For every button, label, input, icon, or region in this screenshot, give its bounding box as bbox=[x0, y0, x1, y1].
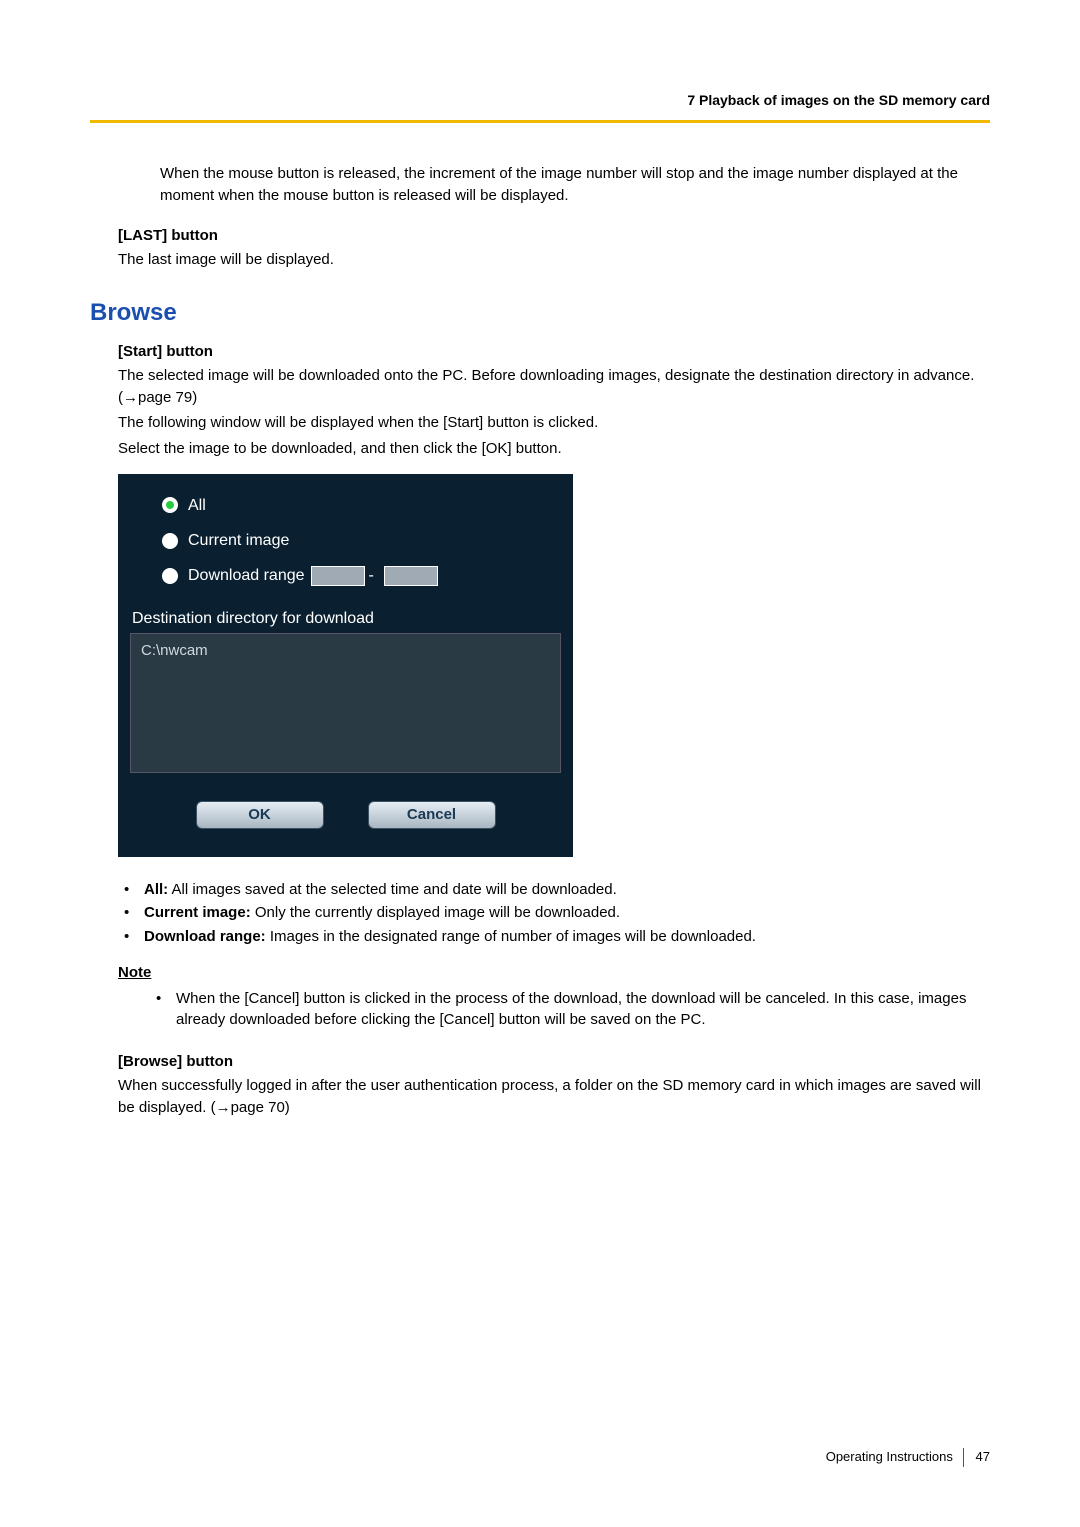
radio-current-label: Current image bbox=[188, 529, 289, 552]
option-all-label: All: bbox=[144, 881, 168, 898]
radio-all-label: All bbox=[188, 494, 206, 517]
option-all-text: All images saved at the selected time an… bbox=[168, 881, 617, 898]
page-footer: Operating Instructions 47 bbox=[826, 1448, 990, 1467]
download-options-list: All: All images saved at the selected ti… bbox=[118, 879, 990, 948]
dialog-button-row: OK Cancel bbox=[118, 773, 573, 857]
intro-paragraph: When the mouse button is released, the i… bbox=[160, 163, 990, 207]
radio-all-icon[interactable] bbox=[162, 497, 178, 513]
option-current: Current image: Only the currently displa… bbox=[118, 902, 990, 924]
browse-arrow: → bbox=[216, 1099, 231, 1116]
radio-row-range[interactable]: Download range - bbox=[118, 558, 573, 593]
range-from-input[interactable] bbox=[311, 566, 365, 586]
ok-button[interactable]: OK bbox=[196, 801, 324, 829]
browse-button-heading: [Browse] button bbox=[118, 1051, 990, 1073]
note-heading: Note bbox=[118, 962, 990, 984]
note-item: When the [Cancel] button is clicked in t… bbox=[150, 988, 990, 1032]
cancel-button[interactable]: Cancel bbox=[368, 801, 496, 829]
note-list: When the [Cancel] button is clicked in t… bbox=[150, 988, 990, 1032]
radio-range-icon[interactable] bbox=[162, 568, 178, 584]
browse-text-b: page 70) bbox=[231, 1099, 290, 1116]
option-range-text: Images in the designated range of number… bbox=[266, 928, 756, 945]
footer-label: Operating Instructions bbox=[826, 1448, 964, 1467]
option-all: All: All images saved at the selected ti… bbox=[118, 879, 990, 901]
radio-current-icon[interactable] bbox=[162, 533, 178, 549]
chapter-header: 7 Playback of images on the SD memory ca… bbox=[90, 90, 990, 123]
range-to-input[interactable] bbox=[384, 566, 438, 586]
start-button-heading: [Start] button bbox=[118, 341, 990, 363]
start-para1-arrow: → bbox=[123, 389, 138, 406]
destination-path-box[interactable]: C:\nwcam bbox=[130, 633, 561, 773]
start-button-para3: Select the image to be downloaded, and t… bbox=[118, 438, 990, 460]
radio-row-current[interactable]: Current image bbox=[118, 523, 573, 558]
last-button-desc: The last image will be displayed. bbox=[118, 249, 990, 271]
option-current-label: Current image: bbox=[144, 904, 251, 921]
range-separator: - bbox=[369, 564, 374, 587]
option-range: Download range: Images in the designated… bbox=[118, 926, 990, 948]
radio-range-label: Download range bbox=[188, 564, 305, 587]
download-dialog: All Current image Download range - Desti… bbox=[118, 474, 573, 857]
browse-button-text: When successfully logged in after the us… bbox=[118, 1075, 990, 1119]
option-current-text: Only the currently displayed image will … bbox=[251, 904, 620, 921]
start-button-para2: The following window will be displayed w… bbox=[118, 412, 990, 434]
start-para1-b: page 79) bbox=[138, 389, 197, 406]
footer-page-number: 47 bbox=[976, 1449, 990, 1464]
browse-section-title: Browse bbox=[90, 296, 990, 331]
radio-row-all[interactable]: All bbox=[118, 488, 573, 523]
start-para1-a: The selected image will be downloaded on… bbox=[118, 367, 974, 406]
option-range-label: Download range: bbox=[144, 928, 266, 945]
destination-label: Destination directory for download bbox=[118, 593, 573, 632]
last-button-heading: [LAST] button bbox=[118, 225, 990, 247]
start-button-para1: The selected image will be downloaded on… bbox=[118, 365, 990, 409]
